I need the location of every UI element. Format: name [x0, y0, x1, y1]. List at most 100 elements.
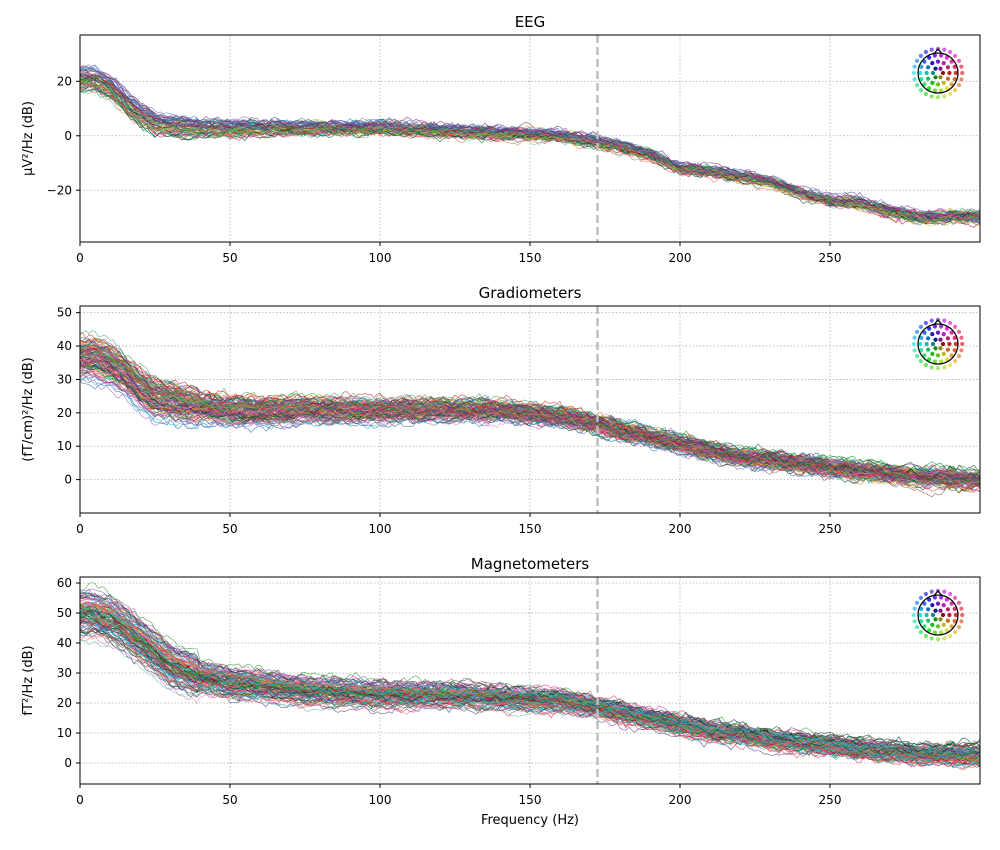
sensor-dot — [959, 77, 964, 82]
sensor-dot — [935, 59, 941, 64]
psd-trace — [80, 618, 980, 764]
sensor-dot — [922, 353, 927, 358]
sensor-dot — [952, 335, 957, 340]
x-tick-label: 0 — [76, 793, 84, 807]
sensor-dot — [938, 337, 943, 342]
sensor-dot — [939, 359, 944, 364]
y-tick-label: 50 — [57, 606, 72, 620]
sensor-dot — [941, 351, 946, 356]
sensor-dot — [949, 82, 954, 87]
sensor-dot — [945, 76, 951, 81]
sensor-dot — [938, 75, 943, 80]
sensor-dot — [944, 86, 950, 91]
sensor-dot — [919, 64, 924, 69]
sensor-dot — [933, 75, 938, 80]
sensor-dot — [914, 83, 920, 88]
sensor-dot — [932, 630, 938, 635]
sensor-dot — [914, 329, 920, 334]
sensor-dot — [929, 589, 934, 594]
trace-group — [80, 330, 980, 498]
trace-group — [80, 582, 980, 771]
sensor-dot — [930, 70, 936, 76]
head-outline — [917, 52, 959, 94]
sensor-dot — [923, 362, 929, 368]
sensor-dot — [945, 336, 951, 341]
x-tick-label: 200 — [669, 251, 692, 265]
panel-title: EEG — [515, 13, 546, 31]
sensor-dot — [942, 318, 947, 323]
psd-trace — [80, 74, 980, 218]
sensor-dot — [956, 83, 962, 88]
sensor-dot — [947, 612, 952, 618]
x-tick-label: 50 — [222, 793, 237, 807]
sensor-dot — [941, 332, 946, 337]
sensor-dot — [939, 324, 944, 329]
x-tick-label: 150 — [519, 522, 542, 536]
y-tick-label: 40 — [57, 339, 72, 353]
sensor-dot — [914, 58, 920, 64]
sensor-dot — [952, 606, 957, 612]
x-tick-label: 250 — [819, 793, 842, 807]
sensor-dot — [953, 359, 958, 364]
sensor-dot — [930, 603, 935, 608]
sensor-dot — [938, 66, 943, 71]
psd-trace — [80, 613, 980, 757]
sensor-dot — [952, 77, 957, 82]
sensor-dot — [953, 53, 958, 59]
sensor-dot — [941, 622, 946, 628]
sensor-dot — [926, 347, 931, 352]
sensor-dot — [960, 70, 965, 76]
sensor-dot — [942, 636, 947, 641]
sensor-dot — [939, 595, 944, 600]
sensor-dot — [914, 354, 920, 359]
sensor-dot — [940, 612, 946, 618]
psd-trace — [80, 80, 980, 222]
sensor-dot — [947, 341, 952, 347]
psd-trace — [80, 71, 980, 223]
psd-trace — [80, 78, 980, 221]
sensor-dot — [953, 324, 958, 329]
sensor-dot — [942, 94, 947, 99]
sensor-dot — [918, 612, 923, 618]
nose-outline — [933, 48, 943, 54]
sensor-dot — [953, 341, 958, 347]
sensor-dot — [929, 94, 934, 99]
nose-outline — [933, 590, 943, 596]
sensor-dot — [932, 359, 938, 364]
x-tick-label: 100 — [369, 522, 392, 536]
x-tick-label: 0 — [76, 251, 84, 265]
sensor-dot — [932, 53, 938, 58]
panel-1: Gradiometers 0 50 100 150 200 250 0 10 20 30 40 50 (f… — [21, 284, 981, 536]
sensor-dot — [924, 612, 929, 618]
y-axis-label: (fT/cm)²/Hz (dB) — [21, 357, 36, 462]
psd-trace — [80, 620, 980, 757]
sensor-dot — [939, 88, 944, 93]
sensor-dot — [947, 70, 952, 76]
y-tick-label: 40 — [57, 636, 72, 650]
psd-trace — [80, 364, 980, 479]
psd-trace — [80, 343, 980, 483]
psd-trace — [80, 607, 980, 766]
sensor-dot — [944, 326, 950, 331]
sensor-dot — [949, 624, 954, 629]
sensor-dot — [944, 55, 950, 60]
sensor-dot — [923, 591, 929, 597]
sensor-dot — [939, 630, 944, 635]
psd-trace — [80, 348, 980, 481]
psd-trace — [80, 607, 980, 769]
sensor-dot — [948, 49, 953, 55]
panel-2: Magnetometers 0 50 100 150 200 250 0 10 20 30 40 50 6… — [21, 555, 981, 807]
sensor-dot — [956, 625, 962, 630]
x-axis-label: Frequency (Hz) — [481, 813, 579, 828]
sensor-dot — [918, 88, 924, 93]
sensor-dot — [912, 606, 917, 611]
trace-group — [80, 64, 980, 228]
nose-outline — [933, 319, 943, 325]
sensor-dot — [918, 53, 924, 59]
y-axis-label: fT²/Hz (dB) — [21, 645, 36, 715]
panel-0: EEG 0 50 100 150 200 250 −20 0 20 µV²/Hz (dB) — [21, 13, 981, 265]
sensor-dot — [929, 365, 934, 370]
sensor-dot — [935, 601, 941, 606]
sensor-dot — [949, 59, 954, 64]
